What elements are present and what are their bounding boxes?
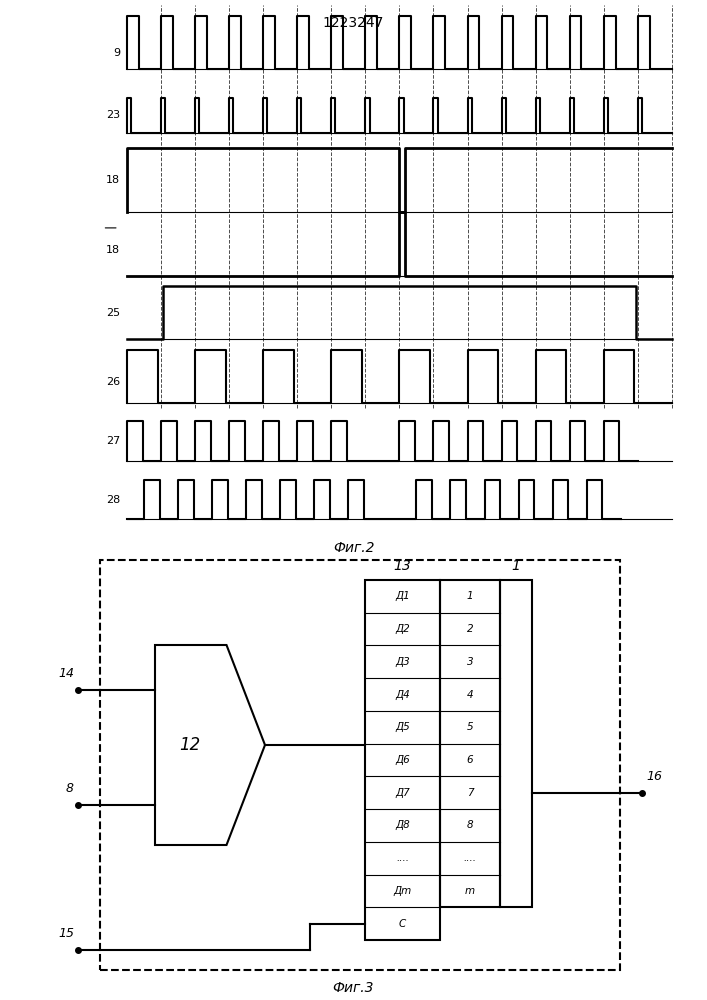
Text: 27: 27 (106, 436, 120, 446)
Text: 25: 25 (106, 308, 120, 318)
Text: 6: 6 (467, 755, 473, 765)
Text: Дm: Дm (393, 886, 411, 896)
Text: 1223247: 1223247 (323, 16, 384, 30)
Bar (100, 560, 620, 970)
Bar (365, 580, 440, 940)
Text: Д6: Д6 (395, 755, 410, 765)
Text: Д5: Д5 (395, 722, 410, 732)
Text: ....: .... (464, 853, 477, 863)
Text: 1: 1 (467, 591, 473, 601)
Text: Д3: Д3 (395, 657, 410, 667)
Text: m: m (465, 886, 475, 896)
Text: ....: .... (396, 853, 409, 863)
Text: 9: 9 (113, 48, 120, 58)
Text: 2: 2 (467, 624, 473, 634)
Text: 8: 8 (467, 820, 473, 830)
Text: 15: 15 (58, 927, 74, 940)
Text: 8: 8 (66, 782, 74, 795)
Text: 18: 18 (106, 245, 120, 255)
Text: 7: 7 (467, 788, 473, 798)
Text: 16: 16 (646, 770, 662, 783)
Text: C: C (399, 919, 406, 929)
Text: Д4: Д4 (395, 690, 410, 700)
Bar (440, 580, 500, 907)
Text: 18: 18 (106, 175, 120, 185)
Text: 26: 26 (106, 377, 120, 387)
Text: 23: 23 (106, 110, 120, 120)
Text: 1: 1 (512, 559, 520, 573)
Text: Д1: Д1 (395, 591, 410, 601)
Text: Фиг.2: Фиг.2 (333, 541, 374, 555)
Text: 3: 3 (467, 657, 473, 667)
Text: 4: 4 (467, 690, 473, 700)
Text: Фиг.3: Фиг.3 (332, 981, 374, 995)
Bar (500, 580, 532, 907)
Text: 12: 12 (180, 736, 201, 754)
Text: Д7: Д7 (395, 788, 410, 798)
Text: 14: 14 (58, 667, 74, 680)
Text: 13: 13 (394, 559, 411, 573)
Text: 28: 28 (106, 495, 120, 505)
Text: Д8: Д8 (395, 820, 410, 830)
Text: Д2: Д2 (395, 624, 410, 634)
Text: 5: 5 (467, 722, 473, 732)
